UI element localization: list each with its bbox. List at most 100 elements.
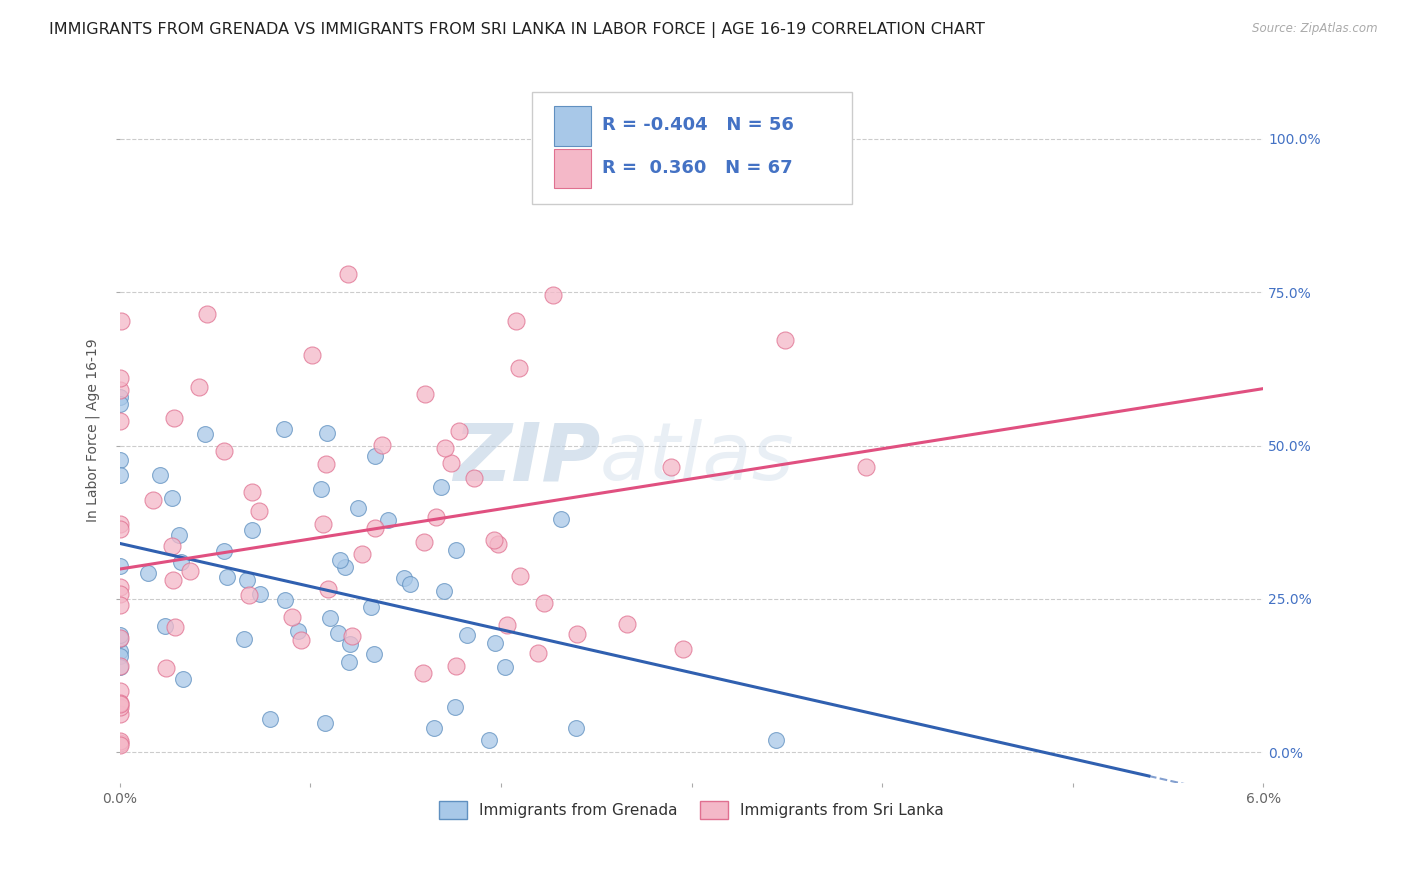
Point: [422, 722, 444, 736]
Point: [179, 565, 201, 579]
Text: Source: ZipAtlas.com: Source: ZipAtlas.com: [1253, 22, 1378, 36]
Point: [363, 449, 385, 463]
Point: [456, 628, 478, 642]
Point: [316, 582, 339, 597]
Point: [439, 456, 461, 470]
Point: [172, 672, 194, 686]
Point: [413, 387, 436, 401]
Point: [412, 665, 434, 680]
Point: [314, 716, 336, 731]
Text: IMMIGRANTS FROM GRENADA VS IMMIGRANTS FROM SRI LANKA IN LABOR FORCE | AGE 16-19 : IMMIGRANTS FROM GRENADA VS IMMIGRANTS FR…: [49, 22, 986, 38]
Point: [444, 542, 467, 557]
Point: [162, 491, 184, 506]
Point: [430, 480, 453, 494]
Point: [377, 513, 399, 527]
Point: [249, 587, 271, 601]
Point: [508, 360, 530, 375]
Point: [486, 537, 509, 551]
Point: [301, 348, 323, 362]
Point: [494, 660, 516, 674]
Point: [290, 632, 312, 647]
Point: [259, 712, 281, 726]
FancyBboxPatch shape: [554, 106, 591, 146]
Point: [339, 637, 361, 651]
Point: [142, 493, 165, 508]
Point: [155, 661, 177, 675]
Point: [311, 516, 333, 531]
Point: [108, 586, 131, 600]
Text: atlas: atlas: [600, 419, 794, 498]
Point: [363, 647, 385, 661]
Point: [108, 627, 131, 641]
Point: [318, 610, 340, 624]
Point: [110, 314, 132, 328]
Point: [433, 442, 456, 456]
Point: [505, 314, 527, 328]
Point: [167, 528, 190, 542]
Point: [108, 598, 131, 612]
Point: [565, 721, 588, 735]
Point: [433, 584, 456, 599]
Text: ZIP: ZIP: [453, 419, 600, 498]
Point: [108, 453, 131, 467]
Point: [659, 459, 682, 474]
Point: [108, 644, 131, 658]
Text: R = -0.404   N = 56: R = -0.404 N = 56: [602, 117, 794, 135]
Point: [412, 535, 434, 549]
Point: [162, 573, 184, 587]
Point: [108, 706, 131, 721]
Point: [153, 619, 176, 633]
Point: [364, 521, 387, 535]
Point: [169, 555, 191, 569]
Point: [108, 632, 131, 646]
Point: [425, 510, 447, 524]
Point: [232, 632, 254, 647]
Point: [247, 504, 270, 518]
Point: [550, 511, 572, 525]
Point: [108, 516, 131, 531]
Point: [495, 618, 517, 632]
Point: [326, 626, 349, 640]
Point: [163, 410, 186, 425]
Point: [463, 471, 485, 485]
Point: [212, 444, 235, 458]
Point: [108, 390, 131, 404]
Point: [765, 732, 787, 747]
Point: [108, 739, 131, 753]
Point: [108, 659, 131, 673]
Point: [136, 566, 159, 581]
Point: [526, 646, 548, 660]
Point: [855, 459, 877, 474]
Point: [149, 468, 172, 483]
Point: [212, 544, 235, 558]
Point: [509, 569, 531, 583]
Point: [672, 641, 695, 656]
Point: [108, 700, 131, 714]
Point: [775, 333, 797, 347]
Point: [195, 307, 218, 321]
Point: [274, 593, 297, 607]
Point: [392, 571, 415, 585]
Point: [108, 736, 131, 750]
Point: [188, 380, 211, 394]
Point: [399, 577, 422, 591]
Point: [240, 523, 263, 537]
Legend: Immigrants from Grenada, Immigrants from Sri Lanka: Immigrants from Grenada, Immigrants from…: [433, 795, 950, 825]
Point: [108, 632, 131, 646]
Point: [478, 733, 501, 747]
Point: [370, 438, 392, 452]
Point: [447, 424, 470, 438]
Text: R =  0.360   N = 67: R = 0.360 N = 67: [602, 159, 793, 177]
Point: [108, 371, 131, 385]
Point: [565, 626, 588, 640]
Point: [287, 624, 309, 639]
FancyBboxPatch shape: [531, 92, 852, 204]
Point: [484, 636, 506, 650]
Point: [194, 426, 217, 441]
Point: [444, 659, 467, 673]
Point: [236, 574, 259, 588]
Point: [165, 619, 187, 633]
Point: [333, 560, 356, 574]
Point: [108, 660, 131, 674]
Point: [108, 580, 131, 594]
